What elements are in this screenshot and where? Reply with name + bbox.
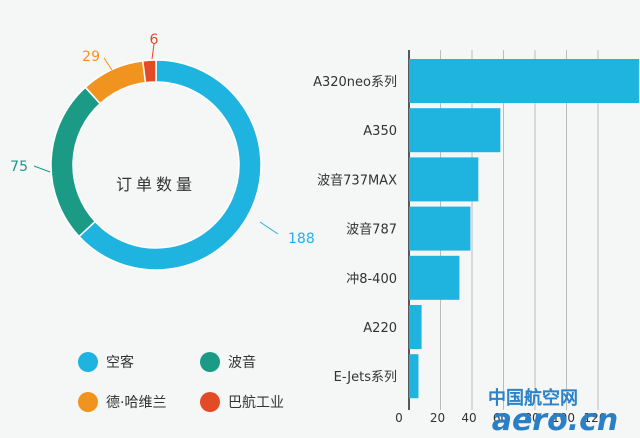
category-label: A220: [363, 321, 397, 336]
bar: [409, 305, 422, 349]
legend-swatch: [200, 352, 220, 372]
donut-leader-line: [259, 221, 279, 235]
legend: 空客 波音德·哈维兰 巴航工业: [78, 352, 284, 412]
bar: [409, 157, 479, 202]
legend-label: 波音: [228, 354, 256, 371]
donut-value-label: 29: [82, 49, 100, 65]
x-tick-label: 40: [461, 411, 476, 425]
donut-value-label: 188: [288, 231, 315, 247]
category-label: A350: [363, 124, 397, 139]
x-tick-label: 0: [395, 411, 403, 425]
donut-leader-line: [103, 57, 113, 71]
legend-swatch: [200, 392, 220, 412]
legend-label: 德·哈维兰: [106, 395, 166, 411]
x-tick-label: 120: [584, 411, 607, 425]
donut-leader-line: [33, 165, 51, 173]
watermark-bottom: aero.cn: [492, 403, 619, 438]
watermark: 中国航空网 aero.cn: [488, 387, 618, 438]
legend-label: 巴航工业: [228, 395, 284, 411]
donut-slice: [50, 86, 102, 238]
category-label: 波音737MAX: [317, 172, 397, 188]
donut-slice: [78, 59, 262, 271]
bar: [409, 59, 639, 103]
donut-chart: 188 75 29 6: [10, 32, 315, 271]
watermark-top: 中国航空网: [488, 387, 578, 409]
x-tick-label: 60: [493, 411, 508, 425]
x-tick-label: 100: [552, 411, 575, 425]
category-label: A320neo系列: [313, 75, 397, 90]
donut-value-label: 75: [10, 159, 28, 175]
bar: [409, 108, 501, 153]
donut-leader-line: [151, 43, 155, 60]
legend-swatch: [78, 392, 98, 412]
bar: [409, 206, 471, 251]
legend-swatch: [78, 352, 98, 372]
category-label: E-Jets系列: [334, 370, 397, 385]
donut-value-label: 6: [150, 32, 159, 48]
x-tick-label: 80: [524, 411, 539, 425]
category-label: 波音787: [346, 222, 397, 238]
donut-slice: [141, 59, 157, 84]
donut-center-label: 订单数量: [116, 175, 196, 194]
legend-label: 空客: [106, 354, 134, 371]
bar: [409, 354, 419, 399]
bar-chart: 0 20 40 60 80 100 120 A320neo系列 A350 波音737MAX 波音78…: [313, 50, 639, 425]
x-tick-label: 20: [430, 411, 445, 425]
category-label: 冲8-400: [346, 272, 397, 287]
bar: [409, 255, 460, 300]
donut-slice: [84, 60, 147, 105]
